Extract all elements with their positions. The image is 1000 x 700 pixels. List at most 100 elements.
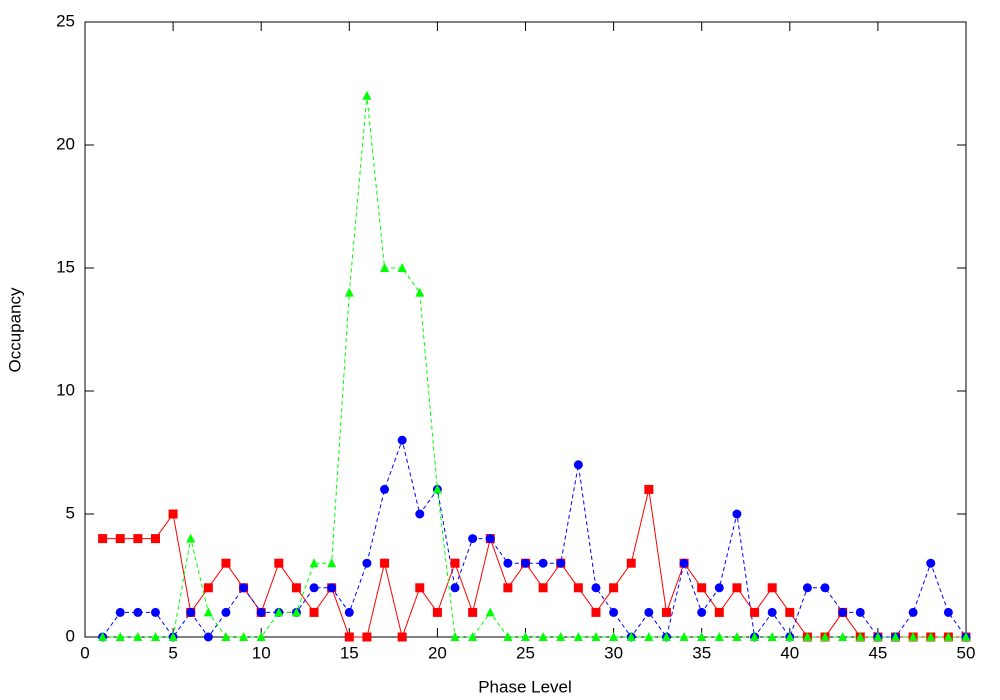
point	[820, 632, 830, 641]
point	[450, 558, 460, 568]
y-tick-label: 10	[56, 380, 75, 399]
point	[239, 632, 249, 641]
point	[186, 533, 196, 543]
y-tick-label: 15	[56, 257, 75, 276]
point	[274, 558, 284, 568]
point	[415, 583, 425, 593]
point	[750, 632, 760, 641]
point	[538, 583, 548, 593]
point	[785, 632, 795, 641]
y-tick-label: 20	[56, 134, 75, 153]
point	[115, 632, 125, 641]
point	[221, 558, 231, 568]
point	[802, 632, 812, 641]
point	[961, 632, 971, 641]
plot-frame	[84, 21, 967, 638]
point	[767, 583, 777, 593]
point	[732, 632, 742, 641]
point	[485, 607, 495, 617]
point	[327, 558, 337, 568]
point	[521, 558, 530, 568]
x-tick-label: 5	[168, 643, 177, 662]
series-line	[102, 438, 967, 639]
point	[256, 632, 266, 641]
point	[468, 534, 478, 544]
point	[309, 607, 319, 617]
point	[591, 607, 601, 617]
point	[168, 509, 178, 519]
x-tick-label: 10	[252, 643, 271, 662]
point	[521, 632, 530, 641]
point	[538, 558, 548, 568]
point	[626, 632, 636, 641]
point	[750, 607, 760, 617]
point	[221, 607, 231, 617]
point	[397, 263, 407, 272]
point	[785, 607, 795, 617]
point	[380, 484, 390, 494]
point	[150, 632, 160, 641]
point	[133, 607, 143, 617]
point	[679, 632, 689, 641]
point	[767, 607, 777, 617]
point	[133, 632, 143, 641]
point	[714, 607, 724, 617]
x-tick-label: 25	[516, 643, 535, 662]
point	[256, 607, 266, 617]
point	[115, 607, 125, 617]
point	[609, 583, 619, 593]
point	[432, 607, 442, 617]
point	[450, 583, 460, 593]
point	[697, 607, 707, 617]
point	[573, 460, 583, 470]
point	[873, 632, 883, 641]
point	[309, 558, 319, 568]
point	[855, 632, 865, 641]
point	[133, 534, 143, 544]
y-tick-label: 5	[66, 503, 75, 522]
point	[908, 632, 918, 641]
point	[838, 607, 848, 617]
point	[943, 632, 953, 641]
x-tick-label: 30	[604, 643, 623, 662]
point	[362, 632, 372, 642]
point	[697, 583, 707, 593]
point	[362, 90, 372, 100]
point	[943, 607, 953, 617]
point	[468, 632, 478, 641]
x-tick-label: 35	[692, 643, 711, 662]
point	[150, 534, 160, 544]
point	[802, 583, 812, 593]
point	[291, 583, 301, 593]
point	[644, 484, 654, 494]
point	[203, 607, 213, 617]
point	[380, 263, 390, 272]
point	[538, 632, 548, 641]
point	[186, 607, 196, 617]
point	[503, 632, 513, 641]
point	[98, 534, 108, 544]
x-tick-label: 15	[340, 643, 359, 662]
series-line	[102, 95, 966, 638]
point	[573, 583, 583, 593]
point	[415, 509, 425, 519]
point	[926, 558, 936, 568]
point	[239, 583, 249, 593]
y-axis-label: Occupancy	[5, 287, 24, 373]
point	[203, 583, 213, 593]
point	[714, 632, 724, 641]
point	[397, 435, 407, 445]
point	[274, 607, 284, 617]
x-tick-label: 20	[428, 643, 447, 662]
point	[150, 607, 160, 617]
x-tick-label: 50	[957, 643, 976, 662]
y-tick-label: 25	[56, 11, 75, 30]
point	[344, 287, 354, 297]
point	[98, 632, 108, 641]
point	[591, 632, 601, 641]
point	[767, 632, 777, 641]
point	[115, 534, 125, 544]
point	[732, 583, 742, 593]
point	[732, 509, 742, 519]
